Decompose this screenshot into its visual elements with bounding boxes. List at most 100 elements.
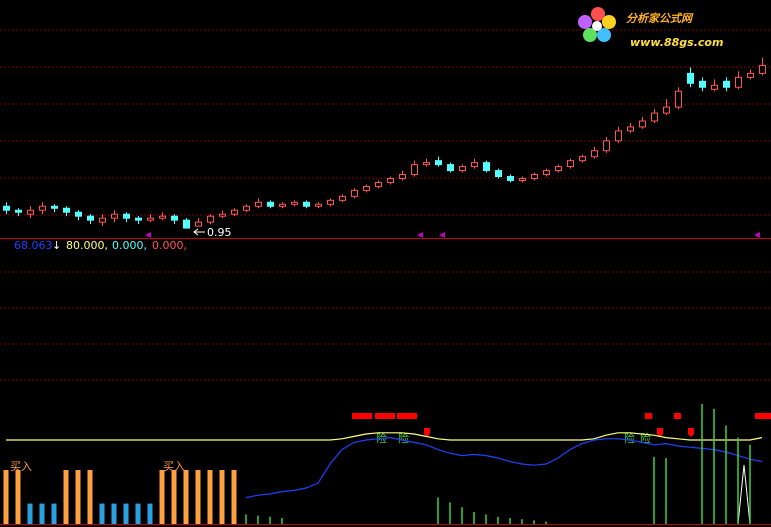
logo-center — [592, 21, 602, 31]
candle-body — [723, 80, 730, 88]
indicator-bar — [207, 470, 213, 524]
candle-body — [87, 215, 94, 221]
candle-body — [627, 126, 634, 132]
candle-body — [3, 205, 10, 211]
candle-body — [279, 203, 286, 207]
candle-body — [531, 174, 538, 180]
candle-body — [615, 130, 622, 142]
signal — [352, 413, 372, 419]
candle-body — [591, 150, 598, 158]
logo-petal — [578, 15, 592, 29]
candle-body — [675, 90, 682, 108]
indicator-bar — [135, 503, 141, 524]
candle-body — [39, 205, 46, 211]
candle-body — [411, 164, 418, 176]
candle-body — [399, 174, 406, 180]
candle-body — [51, 205, 58, 209]
candle-body — [315, 203, 322, 207]
candle-body — [111, 213, 118, 219]
indicator-bar — [111, 503, 117, 524]
signals — [352, 413, 771, 437]
indicator-bar — [653, 456, 655, 524]
indicator-bar — [509, 518, 511, 524]
indicator-bar — [701, 404, 703, 524]
indicator-bar — [87, 470, 93, 524]
indicator-bar — [245, 514, 247, 524]
buy-label: 买入 — [163, 460, 185, 473]
candle-body — [687, 72, 694, 84]
indicator-bar — [27, 503, 33, 524]
price-grid — [0, 29, 771, 381]
candle-body — [159, 215, 166, 219]
candle-body — [99, 217, 106, 223]
candle-body — [603, 140, 610, 152]
indicator-bar — [99, 503, 105, 524]
candle-body — [303, 201, 310, 207]
indicator-bar — [521, 519, 523, 524]
candle-body — [75, 211, 82, 217]
indicator-bar — [15, 470, 21, 524]
candle-body — [663, 106, 670, 114]
indicator-bar — [231, 470, 237, 524]
spike — [737, 464, 751, 525]
candle-body — [459, 166, 466, 172]
candle-body — [231, 209, 238, 215]
indicator-bar — [257, 515, 259, 524]
candle-body — [447, 164, 454, 172]
low-arrow-head — [193, 228, 199, 236]
candle-body — [243, 205, 250, 211]
indicator-bar — [533, 520, 535, 524]
indicator-bar — [183, 470, 189, 524]
header-value: 0.000, — [112, 239, 147, 252]
candle-body — [147, 217, 154, 221]
candle-body — [339, 195, 346, 201]
indicator-bar — [51, 503, 57, 524]
candle-body — [435, 160, 442, 166]
risk-label: 险 — [624, 431, 635, 445]
candle-body — [255, 201, 262, 207]
candle-body — [351, 189, 358, 197]
candle-body — [27, 209, 34, 215]
candle-body — [171, 215, 178, 221]
marker — [439, 232, 445, 238]
candle-body — [579, 156, 586, 162]
indicator-bar — [159, 470, 165, 524]
candle-body — [423, 162, 430, 166]
candle-body — [387, 178, 394, 183]
candle-body — [375, 181, 382, 187]
indicator-bar — [461, 507, 463, 524]
indicator-bar — [449, 502, 451, 524]
candle-body — [747, 72, 754, 78]
logo: 分析家公式网 www.88gs.com — [578, 7, 723, 49]
markers — [145, 232, 760, 238]
candle-body — [639, 120, 646, 128]
indicator-bar — [473, 512, 475, 524]
indicator-bar — [665, 458, 667, 524]
candle-body — [15, 209, 22, 213]
buy-label: 买入 — [10, 460, 32, 473]
signal — [688, 428, 694, 437]
candle-body — [507, 176, 514, 181]
indicator-bar — [39, 503, 45, 524]
logo-petal — [591, 7, 605, 21]
candle-body — [651, 112, 658, 122]
candle-body — [711, 84, 718, 90]
candle-body — [699, 80, 706, 88]
logo-petal — [583, 28, 597, 42]
indicator-bar — [437, 497, 439, 524]
indicator-bar — [269, 516, 271, 524]
candle-body — [195, 221, 202, 227]
marker — [417, 232, 423, 238]
indicator-bar — [171, 470, 177, 524]
candle-body — [495, 170, 502, 178]
indicator-bar — [485, 514, 487, 524]
indicator-bar — [749, 444, 751, 524]
indicator-bar — [725, 425, 727, 524]
signal — [755, 413, 771, 419]
indicator-bar — [737, 437, 739, 524]
candle-body — [219, 213, 226, 217]
marker — [754, 232, 760, 238]
indicator-bar — [147, 503, 153, 524]
